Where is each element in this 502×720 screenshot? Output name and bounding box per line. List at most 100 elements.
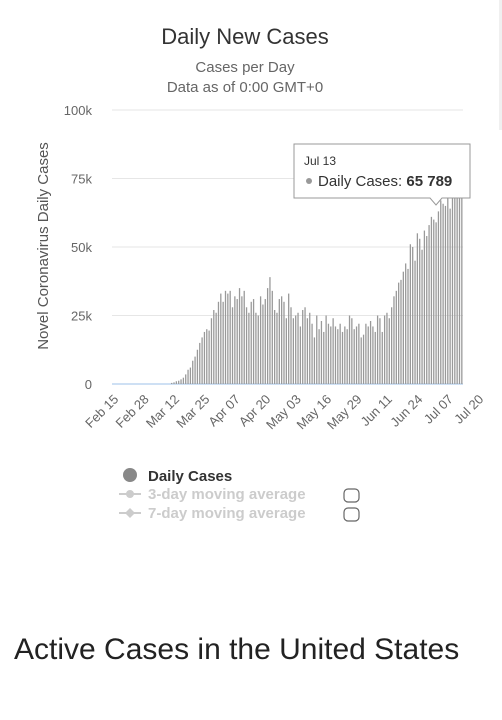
bar[interactable] [341,331,344,384]
bar[interactable] [185,374,187,384]
bar[interactable] [426,236,428,384]
bar[interactable] [313,337,316,384]
bar[interactable] [395,290,397,384]
bar[interactable] [199,342,201,384]
bar[interactable] [309,312,311,384]
bar[interactable] [224,290,227,384]
bar[interactable] [259,296,262,384]
bar[interactable] [238,288,241,384]
bar[interactable] [311,323,313,384]
bar[interactable] [178,380,180,384]
bar[interactable] [388,318,390,384]
bar[interactable] [447,189,449,384]
bar[interactable] [430,216,433,384]
bar[interactable] [255,312,257,384]
bar[interactable] [372,326,374,384]
bar[interactable] [283,301,285,384]
bar[interactable] [192,360,194,384]
bar[interactable] [320,320,323,384]
bar[interactable] [409,244,411,384]
bar[interactable] [398,282,400,384]
bar[interactable] [234,296,236,384]
legend-item-7-day-average[interactable]: 7-day moving average [119,505,306,522]
bar[interactable] [423,230,426,384]
bar[interactable] [271,290,273,384]
bar[interactable] [386,312,388,384]
bar[interactable] [281,296,283,384]
bar[interactable] [381,331,383,384]
bar[interactable] [451,181,454,384]
bar[interactable] [405,263,407,384]
bar[interactable] [419,238,421,384]
bar[interactable] [358,323,360,384]
bar[interactable] [227,293,229,384]
bar[interactable] [278,299,280,384]
bar[interactable] [344,326,346,384]
bar[interactable] [196,349,199,384]
bar[interactable] [414,260,416,384]
bar[interactable] [362,334,365,384]
bar[interactable] [182,377,185,384]
bar[interactable] [360,337,362,384]
bar[interactable] [295,315,297,385]
bar[interactable] [444,205,447,384]
bar[interactable] [203,331,206,384]
bar[interactable] [220,293,222,384]
bar[interactable] [241,296,243,384]
bar[interactable] [355,326,358,384]
bar[interactable] [458,178,461,385]
bar[interactable] [276,312,278,384]
bar[interactable] [304,307,306,384]
bar[interactable] [323,331,325,384]
bar[interactable] [393,296,395,384]
bar[interactable] [215,312,217,384]
bar[interactable] [206,329,208,384]
bar[interactable] [367,326,369,384]
bar[interactable] [327,323,330,384]
bar[interactable] [257,315,259,385]
bar[interactable] [369,320,372,384]
bar[interactable] [379,318,381,384]
bar[interactable] [292,318,294,384]
bar[interactable] [330,326,332,384]
bar[interactable] [353,329,355,384]
bar[interactable] [180,379,182,384]
bar[interactable] [421,249,423,384]
bar[interactable] [236,299,238,384]
bar[interactable] [250,301,252,384]
bar[interactable] [245,307,248,384]
bar[interactable] [297,312,299,384]
toggle-3-day-checkbox[interactable] [343,488,360,503]
bar[interactable] [316,315,318,385]
bar[interactable] [269,277,271,384]
bar[interactable] [217,301,220,384]
bar[interactable] [348,315,351,385]
bar[interactable] [390,307,393,384]
bar[interactable] [351,318,353,384]
bar[interactable] [285,318,287,384]
bar[interactable] [407,268,409,384]
bar[interactable] [273,310,276,384]
toggle-7-day-checkbox[interactable] [343,507,360,522]
bar[interactable] [442,203,444,384]
bar[interactable] [288,293,290,384]
bar[interactable] [440,200,442,384]
bar[interactable] [416,233,419,384]
bar[interactable] [231,307,234,384]
bar[interactable] [306,318,309,384]
bar[interactable] [318,329,320,384]
bar[interactable] [290,307,292,384]
bar[interactable] [412,247,414,384]
bars[interactable] [171,178,463,385]
bar[interactable] [325,315,327,385]
bar[interactable] [402,271,404,384]
bar[interactable] [243,290,245,384]
bar[interactable] [437,211,440,384]
bar[interactable] [248,312,250,384]
bar[interactable] [332,318,334,384]
bar[interactable] [264,299,266,384]
bar[interactable] [299,326,302,384]
bar[interactable] [428,225,430,384]
bar[interactable] [334,326,337,384]
bar[interactable] [187,369,189,384]
